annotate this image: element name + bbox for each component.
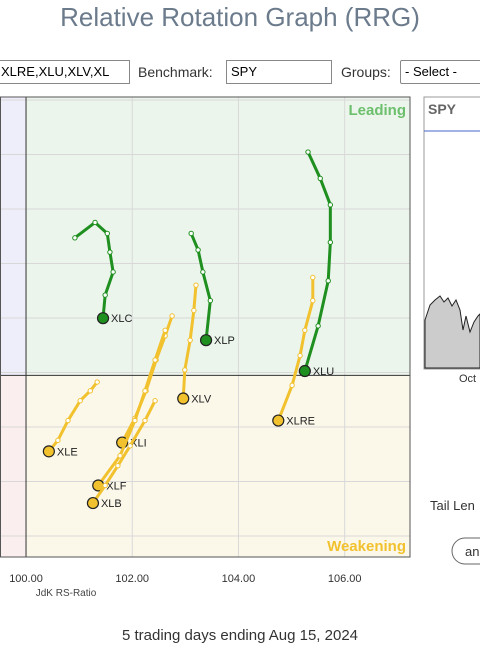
head [272,414,285,427]
head [177,392,190,405]
benchmark-label: Benchmark: [138,64,213,80]
tail-point [152,398,158,404]
tail-point [152,357,158,363]
head [42,445,55,458]
tail [91,400,157,504]
groups-label: Groups: [341,64,391,80]
tail-point [195,247,201,253]
tail-point [117,453,123,459]
tail-point [297,352,303,359]
tail-point [289,382,295,389]
tail-point [102,482,108,489]
series-label: XLU [313,366,334,378]
tail-point [182,367,188,373]
series-label: XLRE [286,416,315,428]
tail-point [72,235,78,241]
tail-point [92,219,98,226]
mini-chart-month: Oct [459,373,476,385]
tail-point [77,398,83,404]
tail-point [87,388,93,394]
x-tick-label: 102.00 [115,573,149,585]
quadrant-lagging [0,375,27,557]
tail-point [142,417,148,424]
tail-point [142,388,148,394]
footer: 5 trading days ending Aug 15, 2024 [122,627,358,644]
x-tick-label: 106.00 [328,573,362,585]
tail-length-label: Tail Len [430,498,475,513]
tail-point [325,278,331,284]
tail-point [102,292,108,298]
tail-point [94,379,100,385]
series-label: XLF [106,480,126,492]
tail-point [115,462,121,469]
mini-chart-symbol: SPY [428,101,457,117]
tail-point [107,249,113,255]
tail-point [193,282,199,288]
tail-point [55,437,61,444]
annotation: Leading [348,102,406,119]
head [96,312,110,325]
tail-point [191,307,197,314]
series-label: XLE [57,446,78,458]
quadrant-improving [0,97,27,376]
plot-frame [0,96,411,558]
tail-point [302,327,308,334]
x-axis-label: JdK RS-Ratio [36,588,97,599]
quadrant-weakening [26,375,410,557]
mini-chart-line [424,295,480,369]
x-tick-label: 100.00 [9,573,43,585]
symbols-input[interactable]: XLRE,XLU,XLV,XL [0,60,130,84]
tail-point [104,230,110,237]
tail-point [162,327,168,334]
series-label: XLB [101,498,122,510]
tail-point [327,202,334,208]
tail-point [187,337,193,343]
tail [97,329,167,487]
button-label: an [465,544,479,559]
annotation: Weakening [327,538,406,555]
tail-point [327,239,334,245]
button[interactable] [451,537,480,565]
tail-point [305,149,311,155]
tail-point [310,274,316,281]
tail-point [65,417,71,424]
quadrant-leading [26,97,410,376]
tail-point [310,297,316,304]
tail-point [207,297,214,304]
series-label: XLP [214,335,235,347]
tail-point [188,230,194,237]
tail-point [127,443,133,449]
benchmark-input[interactable]: SPY [226,60,332,84]
title: Relative Rotation Graph (RRG) [60,2,420,32]
tail-point [317,175,323,182]
x-tick-label: 104.00 [222,573,256,585]
head [199,334,213,347]
tail-point [200,269,206,275]
groups-select[interactable]: - Select - [400,60,480,84]
series-label: XLV [191,394,212,406]
tail-point [110,269,116,275]
tail [276,277,315,422]
tail-point [169,313,175,319]
tail-point [315,323,321,329]
tail-point [132,417,138,424]
head [86,496,100,510]
series-label: XLC [111,313,132,325]
head [298,364,311,378]
